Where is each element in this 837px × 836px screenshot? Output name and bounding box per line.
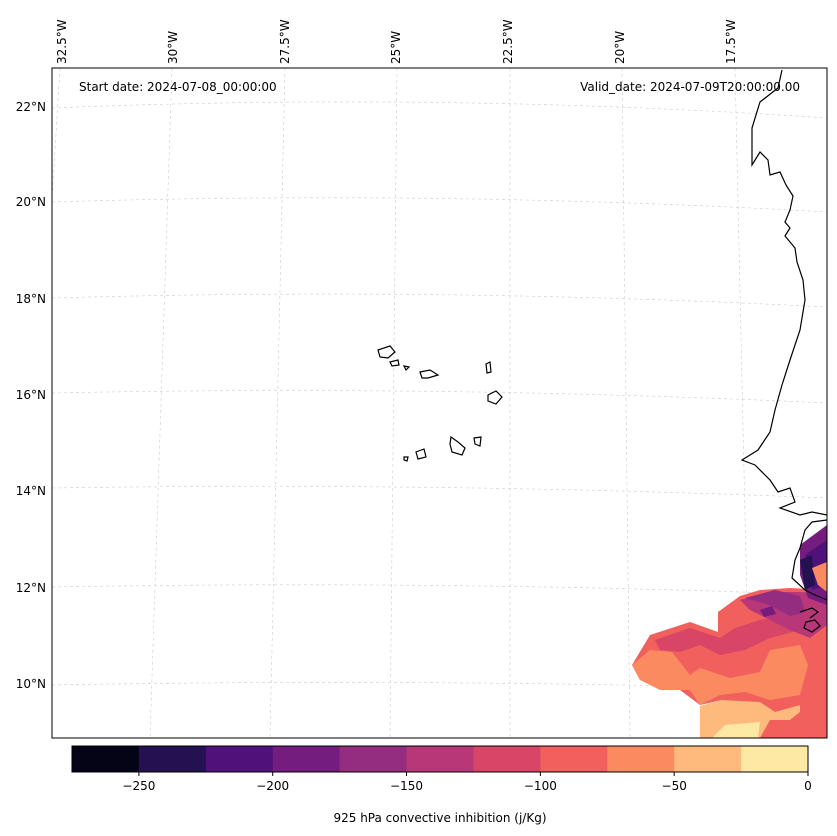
colorbar-swatch (72, 746, 140, 772)
lat-label-22n: 22°N (16, 100, 46, 114)
coast-guinea (791, 519, 827, 601)
lat-label-12n: 12°N (16, 581, 46, 595)
map-frame (51, 67, 828, 739)
lon-label-32-5w: 32.5°W (55, 19, 69, 64)
colorbar-swatch (674, 746, 742, 772)
lat-label-10n: 10°N (16, 677, 46, 691)
colorbar-tick-label: −250 (122, 779, 155, 793)
colorbar-swatch (741, 746, 809, 772)
colorbar-tick-label: −200 (256, 779, 289, 793)
lon-label-22-5w: 22.5°W (501, 19, 515, 64)
colorbar-swatch (540, 746, 608, 772)
lat-label-14n: 14°N (16, 484, 46, 498)
start-date-label: Start date: 2024-07-08_00:00:00 (79, 80, 277, 94)
valid-date-label: Valid_date: 2024-07-09T20:00:00.00 (580, 80, 800, 94)
colorbar-swatch (205, 746, 274, 772)
colorbar (72, 746, 809, 772)
lat-label-20n: 20°N (16, 195, 46, 209)
lat-label-16n: 16°N (16, 388, 46, 402)
lon-label-27-5w: 27.5°W (278, 19, 292, 64)
africa-coastline (740, 69, 827, 516)
colorbar-swatch (607, 746, 675, 772)
colorbar-swatch (406, 746, 474, 772)
colorbar-swatch (339, 746, 408, 772)
lon-label-20w: 20°W (613, 31, 627, 64)
cin-field (632, 525, 827, 738)
colorbar-ticks: −250 −200 −150 −100 −50 0 (122, 772, 812, 793)
lon-label-25w: 25°W (389, 31, 403, 64)
colorbar-tick-label: −100 (524, 779, 557, 793)
colorbar-swatch (138, 746, 207, 772)
colorbar-label: 925 hPa convective inhibition (j/Kg) (333, 811, 546, 825)
colorbar-tick-label: −50 (662, 779, 687, 793)
lon-label-17-5w: 17.5°W (724, 19, 738, 64)
lat-label-18n: 18°N (16, 292, 46, 306)
colorbar-frame (71, 745, 809, 773)
cape-verde-islands (377, 345, 503, 462)
coast-bissau (799, 607, 821, 633)
colorbar-swatch (272, 746, 341, 772)
lon-label-30w: 30°W (166, 31, 180, 64)
colorbar-tick-label: −150 (390, 779, 423, 793)
colorbar-swatch (473, 746, 541, 772)
colorbar-tick-label: 0 (804, 779, 812, 793)
